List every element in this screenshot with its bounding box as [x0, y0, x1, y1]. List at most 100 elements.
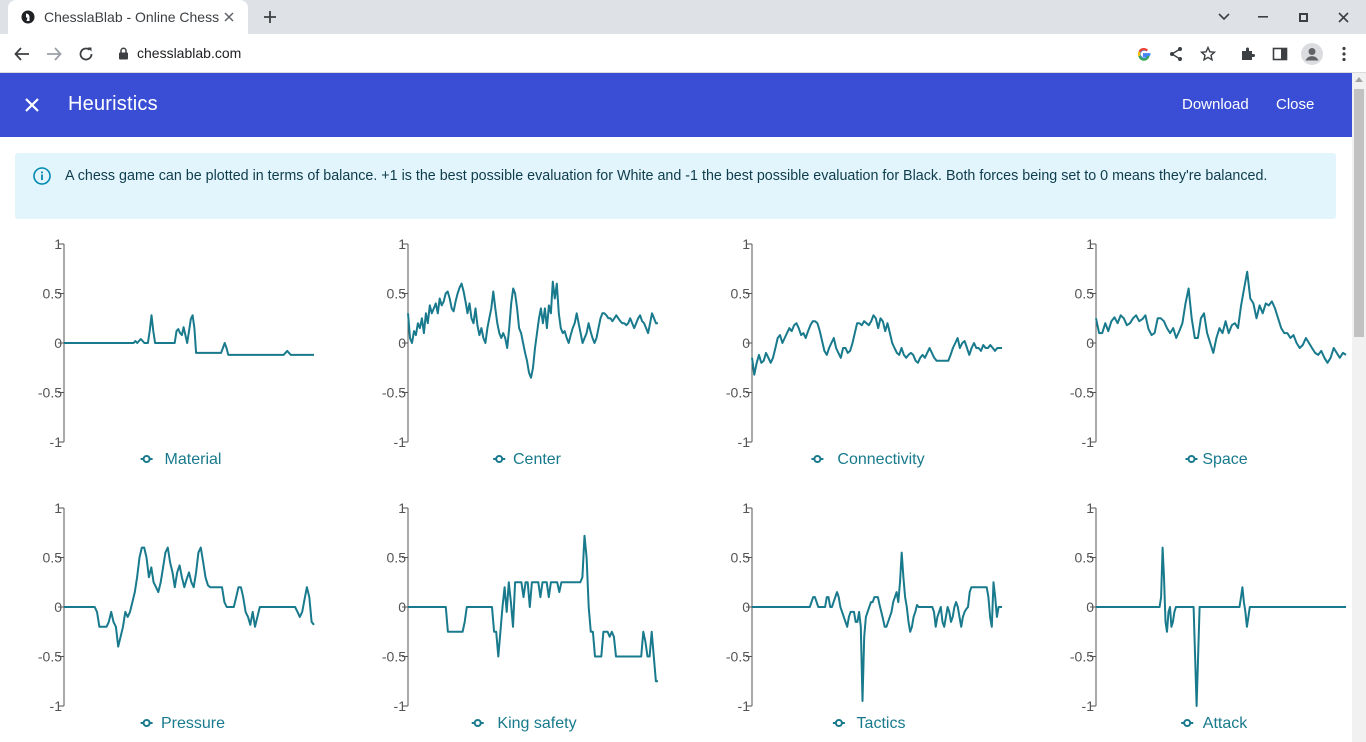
y-tick-label: 1 — [54, 500, 62, 516]
legend-label: Pressure — [161, 715, 225, 732]
scrollbar-thumb[interactable] — [1354, 89, 1364, 337]
chart-connectivity: 1 0.5 0 -0.5 -1 Connectivity — [726, 236, 1002, 468]
maximize-icon[interactable] — [1283, 0, 1323, 34]
y-tick-label: 0 — [398, 335, 406, 351]
minimize-icon[interactable] — [1243, 0, 1283, 34]
google-icon[interactable] — [1132, 42, 1156, 66]
series-line-tactics — [752, 551, 1002, 702]
y-tick-label: 0.5 — [43, 550, 63, 566]
extensions-icon[interactable] — [1236, 42, 1260, 66]
forward-arrow-icon[interactable] — [40, 40, 68, 68]
profile-icon[interactable] — [1300, 42, 1324, 66]
browser-tabstrip: ChesslaBlab - Online Chess — [0, 0, 1366, 34]
y-tick-label: -1 — [738, 434, 751, 450]
chart-attack: 1 0.5 0 -0.5 -1 Attack — [1070, 500, 1346, 732]
series-line-king-safety — [408, 534, 658, 683]
legend-label: Material — [165, 451, 222, 468]
y-tick-label: 0 — [54, 335, 62, 351]
legend-label: King safety — [497, 715, 576, 732]
legend-marker-dot — [1187, 455, 1196, 463]
y-tick-label: -0.5 — [382, 385, 406, 401]
new-tab-icon[interactable] — [258, 6, 282, 28]
chart-pressure: 1 0.5 0 -0.5 -1 Pressure — [38, 500, 315, 732]
y-tick-label: -0.5 — [38, 649, 62, 665]
browser-tab[interactable]: ChesslaBlab - Online Chess — [8, 0, 248, 34]
info-text: A chess game can be plotted in terms of … — [65, 168, 1268, 184]
y-tick-label: -1 — [738, 698, 751, 714]
chart-tactics: 1 0.5 0 -0.5 -1 Tactics — [726, 500, 1002, 732]
legend-marker-dot — [142, 719, 151, 727]
heuristics-appbar: Heuristics Download Close — [0, 73, 1352, 137]
info-icon — [32, 166, 52, 186]
legend-marker-dot — [473, 719, 482, 727]
series-line-attack — [1096, 546, 1346, 707]
y-tick-label: -1 — [1082, 434, 1095, 450]
y-tick-label: -1 — [1082, 698, 1095, 714]
y-tick-label: 0 — [54, 599, 62, 615]
y-tick-label: 1 — [1086, 236, 1094, 252]
y-tick-label: -0.5 — [382, 649, 406, 665]
lock-icon[interactable] — [118, 47, 129, 60]
y-tick-label: 0.5 — [387, 550, 407, 566]
legend-marker-dot — [813, 455, 822, 463]
page-scrollbar[interactable] — [1352, 73, 1366, 742]
chart-material: 1 0.5 0 -0.5 -1 Material — [38, 236, 314, 468]
legend-marker-dot — [1183, 719, 1192, 727]
y-tick-label: 0 — [398, 599, 406, 615]
chesslablab-favicon-icon — [20, 9, 36, 25]
series-line-material — [64, 314, 314, 356]
share-icon[interactable] — [1164, 42, 1188, 66]
legend-label: Attack — [1203, 715, 1248, 732]
info-alert: A chess game can be plotted in terms of … — [15, 153, 1336, 219]
legend-label: Tactics — [857, 715, 906, 732]
close-button[interactable]: Close — [1276, 96, 1315, 113]
y-tick-label: 0.5 — [1075, 550, 1095, 566]
y-tick-label: -0.5 — [1070, 649, 1094, 665]
series-line-space — [1095, 270, 1347, 364]
y-tick-label: -0.5 — [38, 385, 62, 401]
more-icon[interactable] — [1332, 42, 1356, 66]
legend-label: Space — [1202, 451, 1247, 468]
legend-label: Connectivity — [837, 451, 924, 468]
y-tick-label: 0 — [1086, 335, 1094, 351]
legend-label: Center — [513, 451, 562, 468]
heuristics-charts: 1 0.5 0 -0.5 -1 Material 1 0.5 0 -0.5 -1 Center 1 0.5… — [0, 230, 1352, 742]
browser-toolbar: chesslablab.com — [0, 34, 1366, 73]
y-tick-label: 1 — [54, 236, 62, 252]
scroll-up-arrow-icon[interactable] — [1355, 77, 1363, 82]
download-button[interactable]: Download — [1182, 96, 1249, 113]
sidepanel-icon[interactable] — [1268, 42, 1292, 66]
address-bar[interactable]: chesslablab.com — [106, 38, 1226, 68]
page-title: Heuristics — [68, 93, 158, 115]
star-icon[interactable] — [1196, 42, 1220, 66]
y-tick-label: 0 — [742, 335, 750, 351]
y-tick-label: 1 — [742, 236, 750, 252]
y-tick-label: -1 — [50, 434, 63, 450]
y-tick-label: -1 — [394, 434, 407, 450]
series-line-pressure — [64, 546, 315, 648]
y-tick-label: -0.5 — [726, 649, 750, 665]
y-tick-label: 1 — [1086, 500, 1094, 516]
y-tick-label: 0.5 — [731, 550, 751, 566]
series-line-center — [407, 280, 658, 379]
y-tick-label: 0.5 — [387, 286, 407, 302]
y-tick-label: 1 — [398, 500, 406, 516]
y-tick-label: 0.5 — [43, 286, 63, 302]
y-tick-label: -1 — [50, 698, 63, 714]
y-tick-label: 1 — [742, 500, 750, 516]
back-arrow-icon[interactable] — [8, 40, 36, 68]
reload-icon[interactable] — [72, 40, 100, 68]
y-tick-label: -0.5 — [1070, 385, 1094, 401]
tab-search-icon[interactable] — [1204, 0, 1244, 34]
series-line-connectivity — [751, 314, 1002, 376]
legend-marker-dot — [495, 455, 504, 463]
close-icon[interactable] — [18, 91, 46, 119]
y-tick-label: -0.5 — [726, 385, 750, 401]
tab-close-icon[interactable] — [220, 8, 238, 26]
window-close-icon[interactable] — [1323, 0, 1363, 34]
chart-center: 1 0.5 0 -0.5 -1 Center — [382, 236, 658, 468]
chart-space: 1 0.5 0 -0.5 -1 Space — [1070, 236, 1347, 468]
legend-marker-dot — [834, 719, 843, 727]
y-tick-label: 1 — [398, 236, 406, 252]
tab-title: ChesslaBlab - Online Chess — [44, 9, 220, 25]
